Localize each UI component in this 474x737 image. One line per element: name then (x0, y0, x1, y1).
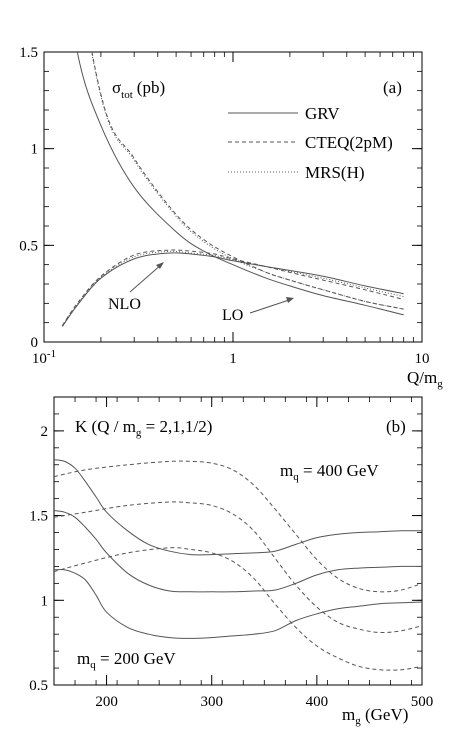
panel-b-xtick-label: 400 (306, 694, 329, 710)
panel-a-series-line-1 (91, 52, 404, 310)
arrowhead-lo (286, 297, 294, 303)
panel-b-series-line-0 (54, 459, 422, 556)
sigma-unit: (pb) (137, 78, 165, 97)
mq200-sub: q (90, 659, 96, 671)
panel-b-ytick-label: 2 (41, 424, 49, 440)
panel-a-ytick-label: 0.5 (19, 238, 38, 254)
annotation-nlo: NLO (108, 296, 141, 313)
panel-a-xtick-label: 1 (229, 351, 237, 367)
legend-label-grv: GRV (305, 104, 340, 123)
panel-a-label: (a) (383, 78, 402, 97)
panel-b-ytick-label: 1 (41, 593, 49, 609)
panel-a-ytick-label: 0 (31, 335, 39, 351)
legend-label-cteq: CTEQ(2pM) (305, 133, 393, 152)
annotation-lo: LO (222, 307, 243, 324)
panel-a-xtick-label: 10 (415, 351, 430, 367)
panel-b-xtick-label: 200 (95, 694, 118, 710)
legend-label-mrs: MRS(H) (305, 163, 365, 182)
xlabel-b-sub: g (355, 715, 361, 727)
xlabel-b-main: m (342, 705, 355, 724)
xlabel-a-main: Q/m (407, 368, 437, 387)
panel-b-ytick-label: 1.5 (29, 509, 48, 525)
mq400-sub: q (293, 471, 299, 483)
panel-a-curves (61, 52, 404, 327)
panel-a-xtick-exp: -1 (47, 348, 56, 360)
sigma-symbol: σ (112, 78, 121, 97)
arrow-lo (249, 298, 293, 314)
xlabel-b-unit: (GeV) (361, 705, 409, 724)
panel-b-series-line-1 (54, 510, 422, 593)
panel-b-series-line-5 (54, 547, 422, 671)
panel-b-series-line-4 (54, 501, 422, 634)
label-mq-400: mq = 400 GeV (280, 461, 379, 483)
panel-b-series-line-2 (54, 569, 422, 639)
panel-a-xtick-label: 10-1 (32, 348, 56, 367)
panel-b-label: (b) (386, 417, 406, 436)
sigma-subscript: tot (121, 89, 133, 101)
panel-b-ticks: 200 300 400 500 0.5 1 1.5 2 (29, 396, 434, 710)
panel-b-frame (53, 396, 423, 686)
panel-b-series-line-3 (54, 460, 422, 593)
mq200-main: m (77, 649, 90, 668)
mq200-rest: = 200 GeV (96, 649, 177, 668)
panel-b-title: K (Q / mg = 2,1,1/2) (75, 417, 212, 439)
k-title-main: K (Q / m (75, 417, 136, 436)
panel-b-xtick-label: 500 (411, 694, 434, 710)
arrowhead-nlo (156, 262, 164, 269)
panel-a-ytick-label: 1.5 (19, 45, 38, 61)
panel-a-xlabel: Q/mg (407, 368, 443, 390)
panel-a-series-line-0 (76, 52, 404, 316)
panel-a-series-line-4 (61, 249, 404, 326)
panel-a-xtick-base: 10 (32, 351, 47, 367)
panel-a-series-line-2 (91, 52, 404, 310)
panel-a-ylabel: σtot (pb) (112, 78, 165, 101)
panel-b-curves (54, 459, 422, 671)
k-title-sub: g (136, 427, 142, 439)
legend: GRV CTEQ(2pM) MRS(H) (228, 104, 393, 182)
panel-b-xlabel: mg (GeV) (342, 705, 408, 727)
arrow-nlo (129, 263, 163, 293)
panel-a-series-line-3 (61, 252, 404, 327)
mq400-rest: = 400 GeV (299, 461, 380, 480)
label-mq-200: mq = 200 GeV (77, 649, 176, 671)
panel-b-ytick-label: 0.5 (29, 678, 48, 694)
panel-b-xtick-label: 300 (200, 694, 223, 710)
panel-a-ytick-label: 1 (31, 142, 39, 158)
mq400-main: m (280, 461, 293, 480)
k-title-rest: = 2,1,1/2) (141, 417, 212, 436)
xlabel-a-sub: g (437, 378, 443, 390)
